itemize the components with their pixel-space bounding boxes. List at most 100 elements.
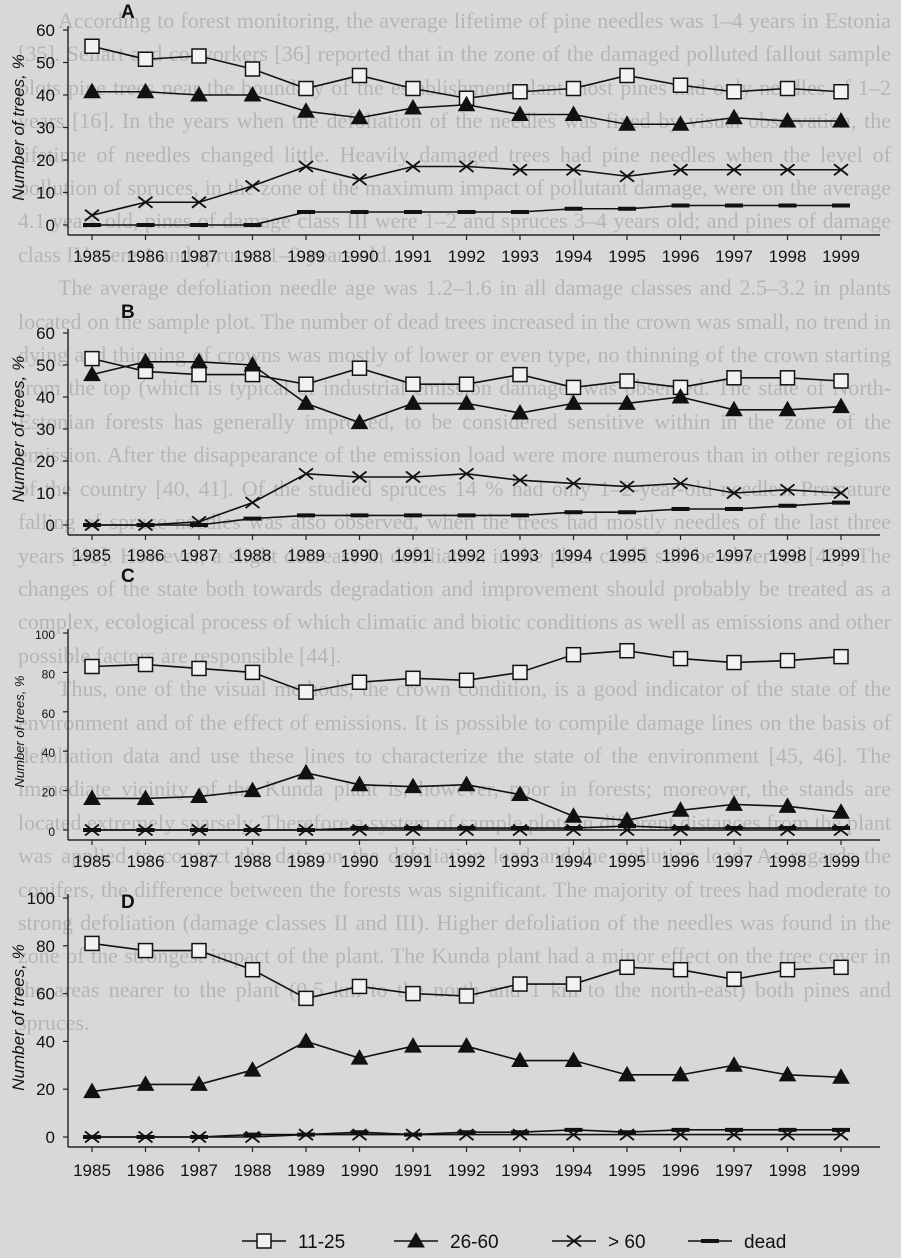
square-marker — [565, 976, 582, 992]
square-marker — [298, 990, 314, 1007]
triangle-marker — [457, 394, 476, 410]
y-tick-label: 0 — [48, 825, 55, 839]
square-marker — [244, 664, 261, 681]
square-marker — [726, 370, 742, 386]
triangle-marker — [725, 1056, 743, 1072]
y-axis-label: Number of trees, % — [9, 944, 28, 1090]
x-tick-label: 1988 — [234, 546, 272, 565]
series-11-25 — [84, 350, 849, 396]
x-tick-label: 1992 — [448, 247, 486, 266]
square-marker — [458, 672, 475, 689]
square-marker — [672, 961, 689, 978]
square-marker — [191, 942, 207, 959]
y-tick-label: 0 — [46, 516, 55, 535]
triangle-marker — [564, 807, 583, 823]
legend-label: 26-60 — [450, 1232, 499, 1253]
square-marker — [619, 642, 635, 659]
triangle-marker — [671, 115, 690, 131]
triangle-marker — [404, 1037, 422, 1053]
square-marker — [244, 61, 261, 77]
x-marker — [512, 473, 528, 487]
x-marker — [84, 209, 100, 222]
x-tick-label: 1993 — [501, 1161, 539, 1180]
x-marker — [565, 163, 582, 176]
square-marker — [833, 84, 849, 100]
chart-panel-a: A 0 10 20 30 40 50 60 Number of trees, % 1985 1986… — [9, 2, 880, 266]
square-marker — [672, 77, 689, 93]
triangle-marker — [404, 98, 422, 115]
triangle-marker — [243, 781, 262, 798]
square-marker — [512, 976, 528, 992]
triangle-marker — [725, 400, 743, 417]
triangle-marker — [457, 95, 476, 112]
x-tick-label: 1996 — [662, 247, 700, 266]
legend-square-marker — [256, 1233, 272, 1249]
x-tick-label: 1986 — [127, 546, 165, 565]
triangle-marker — [83, 365, 101, 382]
x-tick-label: 1986 — [127, 852, 165, 871]
x-tick-label: 1998 — [769, 247, 807, 266]
square-marker — [351, 67, 368, 84]
legend-item-3: > 60 — [552, 1232, 646, 1253]
triangle-marker — [190, 1075, 208, 1091]
x-tick-label: 1985 — [73, 247, 111, 266]
triangle-marker — [350, 108, 369, 125]
square-marker — [137, 656, 154, 673]
x-tick-label: 1987 — [180, 1161, 218, 1180]
triangle-marker — [618, 1065, 636, 1082]
y-axis-label: Number of trees, % — [9, 356, 28, 502]
x-marker — [405, 470, 421, 484]
x-tick-label: 1990 — [341, 546, 379, 565]
triangle-marker — [297, 763, 315, 780]
x-tick-label: 1986 — [127, 247, 165, 266]
square-marker — [298, 684, 314, 700]
panel-letter: D — [121, 892, 135, 913]
triangle-marker — [725, 795, 743, 811]
series-dead — [83, 824, 850, 832]
x-marker — [244, 179, 261, 193]
triangle-marker — [190, 352, 208, 369]
triangle-marker — [832, 1068, 850, 1084]
square-marker — [833, 959, 849, 976]
triangle-marker — [350, 1049, 369, 1065]
square-marker — [833, 648, 849, 665]
triangle-marker — [190, 85, 208, 102]
x-marker — [137, 196, 154, 209]
triangle-marker — [832, 397, 850, 414]
series-gt60 — [84, 467, 849, 532]
y-tick-label: 80 — [36, 937, 55, 956]
square-marker — [726, 971, 742, 988]
x-tick-label: 1992 — [448, 852, 486, 871]
x-tick-label: 1998 — [769, 546, 807, 565]
triangle-marker — [564, 1051, 583, 1068]
x-tick-label: 1985 — [73, 852, 111, 871]
y-tick-label: 80 — [42, 667, 56, 681]
x-marker — [405, 160, 421, 173]
triangle-marker — [83, 1082, 101, 1099]
triangle-marker — [778, 111, 797, 128]
x-tick-label: 1988 — [234, 247, 272, 266]
triangle-marker — [83, 82, 101, 99]
x-tick-label: 1991 — [394, 1161, 432, 1180]
x-tick-label: 1995 — [608, 247, 646, 266]
square-marker — [565, 80, 582, 97]
triangle-marker — [671, 1065, 690, 1082]
y-axis-label: Number of trees, % — [12, 676, 27, 788]
square-marker — [619, 959, 635, 976]
square-marker — [672, 650, 689, 667]
x-tick-label: 1991 — [394, 546, 432, 565]
square-marker — [726, 84, 742, 100]
x-tick-label: 1993 — [501, 247, 539, 266]
square-marker — [833, 373, 849, 389]
x-tick-label: 1987 — [180, 852, 218, 871]
x-marker — [672, 477, 689, 490]
x-tick-label: 1989 — [287, 852, 325, 871]
x-tick-label: 1997 — [715, 852, 753, 871]
square-marker — [84, 350, 100, 367]
triangle-marker — [243, 1061, 262, 1077]
y-tick-label: 40 — [36, 1032, 55, 1051]
square-marker — [351, 360, 368, 376]
square-marker — [619, 373, 635, 389]
square-marker — [405, 80, 421, 97]
y-tick-label: 10 — [36, 184, 55, 203]
